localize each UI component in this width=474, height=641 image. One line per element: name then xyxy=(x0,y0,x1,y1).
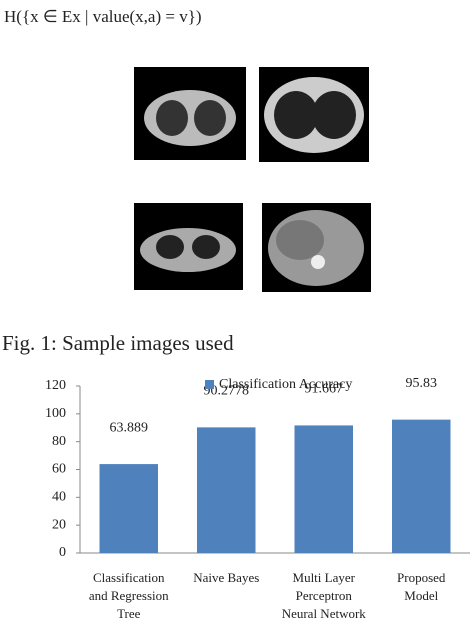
x-tick-label: Classification and Regression Tree xyxy=(89,570,169,621)
formula: H({x ∈ Ex | value(x,a) = v}) xyxy=(4,7,202,26)
label-line: Perceptron xyxy=(296,588,353,603)
bar xyxy=(294,425,353,553)
legend-label: Classification Accuracy xyxy=(219,377,352,392)
data-label: 90.2778 xyxy=(204,384,250,399)
label-line: Tree xyxy=(117,606,141,621)
label-line: Classification xyxy=(93,570,165,585)
label-line: Multi Layer xyxy=(293,570,356,585)
y-tick-label: 20 xyxy=(52,517,66,532)
label-line: and Regression xyxy=(89,588,169,603)
data-label: 95.83 xyxy=(406,376,438,391)
label-line: Naive Bayes xyxy=(193,570,259,585)
label-line: Neural Network xyxy=(282,606,367,621)
ct-images xyxy=(134,67,371,292)
bar xyxy=(197,427,256,553)
x-tick-label: Multi Layer Perceptron Neural Network xyxy=(282,570,367,621)
y-tick-label: 80 xyxy=(52,434,66,449)
label-line: Proposed xyxy=(397,570,446,585)
y-tick-label: 120 xyxy=(45,378,66,393)
y-tick-label: 0 xyxy=(59,545,66,560)
legend-swatch xyxy=(205,380,214,389)
y-tick-label: 60 xyxy=(52,462,66,477)
x-tick-label: Naive Bayes xyxy=(193,570,259,585)
x-tick-label: Proposed Model xyxy=(397,570,446,603)
y-tick-label: 100 xyxy=(45,406,66,421)
data-label: 91.667 xyxy=(305,382,344,397)
data-label: 63.889 xyxy=(110,420,149,435)
label-line: Model xyxy=(404,588,438,603)
bar xyxy=(99,464,158,553)
y-tick-label: 40 xyxy=(52,490,66,505)
caption: Fig. 1: Sample images used xyxy=(2,331,234,355)
bar xyxy=(392,419,451,553)
